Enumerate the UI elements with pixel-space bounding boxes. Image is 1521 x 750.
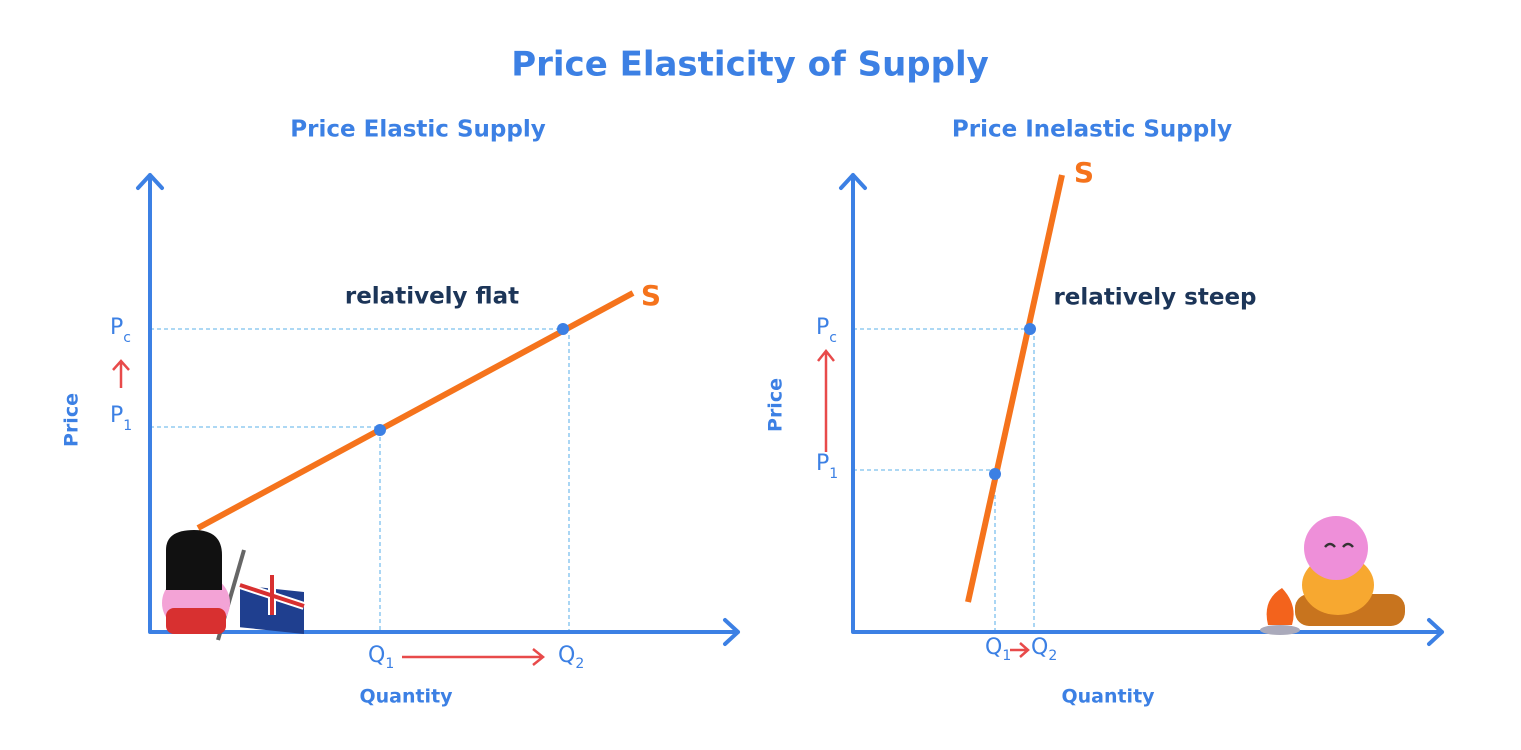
quantity-label: Q1 <box>368 643 394 672</box>
label-sub: 1 <box>1002 648 1011 664</box>
annotation: relatively steep <box>1053 285 1256 311</box>
label-main: P <box>816 451 829 476</box>
y-axis-label: Price <box>61 393 83 447</box>
label-main: P <box>110 403 123 428</box>
quantity-label: Q2 <box>1031 635 1057 664</box>
price-arrow <box>817 348 835 452</box>
label-main: P <box>110 315 123 340</box>
label-sub: 1 <box>385 656 394 672</box>
point <box>374 424 386 436</box>
label-sub: 1 <box>123 418 132 434</box>
curve-label: S <box>641 279 661 312</box>
label-main: Q <box>368 643 385 668</box>
label-sub: c <box>829 330 837 346</box>
panel-title: Price Inelastic Supply <box>952 117 1232 143</box>
label-sub: c <box>123 330 131 346</box>
quantity-arrow <box>1010 642 1030 658</box>
label-main: Q <box>558 643 575 668</box>
panel-title: Price Elastic Supply <box>290 117 545 143</box>
label-sub: 1 <box>829 466 838 482</box>
x-axis-label: Quantity <box>359 686 453 708</box>
mascot <box>162 530 306 641</box>
x-axis-label: Quantity <box>1061 686 1155 708</box>
mascot <box>1260 516 1405 635</box>
label-main: Q <box>985 635 1002 660</box>
price-label: Pc <box>816 315 837 346</box>
point <box>557 323 569 335</box>
point <box>989 468 1001 480</box>
inelastic-panel: Price Inelastic Supply S relatively stee… <box>765 117 1444 708</box>
label-sub: 2 <box>1048 648 1057 664</box>
curve-label: S <box>1074 156 1094 189</box>
supply-curve <box>965 174 1065 603</box>
quantity-label: Q1 <box>985 635 1011 664</box>
quantity-label: Q2 <box>558 643 584 672</box>
label-sub: 2 <box>575 656 584 672</box>
price-arrow <box>112 359 130 388</box>
axes <box>839 173 1444 646</box>
quantity-arrow <box>402 648 546 666</box>
axes <box>136 173 740 646</box>
annotation: relatively flat <box>345 284 519 310</box>
page-title: Price Elasticity of Supply <box>511 45 989 85</box>
label-main: P <box>816 315 829 340</box>
price-label: P1 <box>816 451 838 482</box>
label-main: Q <box>1031 635 1048 660</box>
price-label: P1 <box>110 403 132 434</box>
elastic-panel: Price Elastic Supply S relatively flat P… <box>61 117 740 708</box>
price-label: Pc <box>110 315 131 346</box>
point <box>1024 323 1036 335</box>
y-axis-label: Price <box>765 378 787 432</box>
